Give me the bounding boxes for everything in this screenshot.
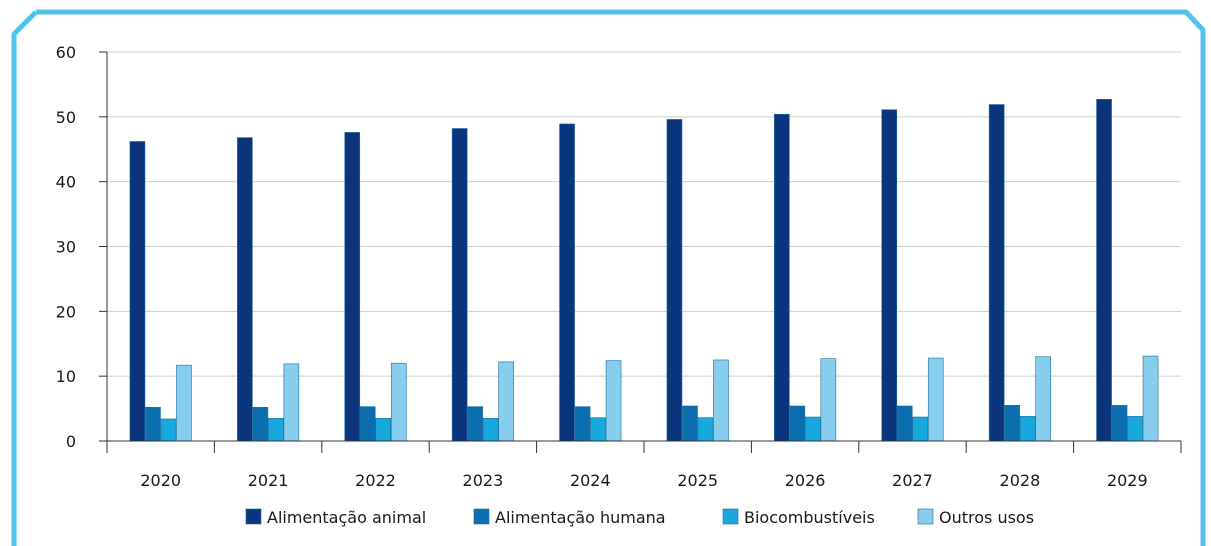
bar-2026-3 xyxy=(805,416,821,442)
bar-2023-2 xyxy=(467,406,483,442)
y-tick-label: 60 xyxy=(56,43,76,62)
legend-label: Biocombustíveis xyxy=(744,508,875,527)
legend-label: Alimentação animal xyxy=(267,508,426,527)
x-tick-label: 2024 xyxy=(570,471,611,490)
bar-2025-2 xyxy=(682,405,698,442)
legend-item: Outros usos xyxy=(917,508,1034,527)
legend-swatch xyxy=(245,508,262,525)
x-tick-label: 2020 xyxy=(140,471,181,490)
y-tick-label: 50 xyxy=(56,108,76,127)
legend-swatch xyxy=(917,508,934,525)
bar-2027-4 xyxy=(927,357,944,442)
y-tick-label: 40 xyxy=(56,173,76,192)
bar-2025-1 xyxy=(666,119,683,442)
bar-2024-3 xyxy=(590,417,606,442)
bar-2020-1 xyxy=(129,141,146,442)
bar-2026-1 xyxy=(774,113,790,442)
bar-2025-4 xyxy=(713,359,729,442)
bar-2028-3 xyxy=(1019,416,1036,442)
grid-lines xyxy=(107,51,1181,377)
bar-2022-3 xyxy=(375,418,392,442)
x-tick-label: 2023 xyxy=(463,471,504,490)
bar-2023-1 xyxy=(451,128,468,442)
bar-2023-4 xyxy=(498,361,514,442)
x-tick-label: 2027 xyxy=(892,471,933,490)
bar-2029-4 xyxy=(1142,355,1159,442)
bar-2021-4 xyxy=(283,363,300,442)
bar-2023-3 xyxy=(482,418,499,442)
bar-2020-4 xyxy=(176,364,192,442)
legend-label: Alimentação humana xyxy=(495,508,666,527)
legend-swatch xyxy=(722,508,739,525)
y-tick-label: 0 xyxy=(66,432,76,451)
bar-2026-4 xyxy=(820,358,837,442)
bar-2025-3 xyxy=(697,417,714,442)
y-tick-label: 30 xyxy=(56,238,76,257)
legend-item: Alimentação animal xyxy=(245,508,426,527)
bar-2021-3 xyxy=(268,418,284,442)
x-axis xyxy=(106,440,1182,453)
frame-border xyxy=(11,9,1206,546)
x-tick-label: 2028 xyxy=(1000,471,1041,490)
bars xyxy=(129,99,1159,442)
x-tick-label: 2022 xyxy=(355,471,396,490)
legend: Alimentação animal Alimentação humana Bioc… xyxy=(245,508,1034,527)
legend-label: Outros usos xyxy=(939,508,1034,527)
legend-swatch xyxy=(473,508,490,525)
bar-2021-2 xyxy=(252,406,269,442)
bar-2022-4 xyxy=(390,362,407,442)
bar-2024-4 xyxy=(605,360,622,442)
x-axis-ticks: 2020 2021 2022 2023 2024 2025 2026 2027 2028 2029 xyxy=(140,471,1147,490)
x-tick-label: 2026 xyxy=(785,471,826,490)
legend-item: Biocombustíveis xyxy=(722,508,875,527)
bar-2021-1 xyxy=(237,137,253,442)
bar-2026-2 xyxy=(789,405,806,442)
bar-2027-1 xyxy=(881,109,898,442)
bar-2028-2 xyxy=(1004,405,1020,442)
y-tick-label: 20 xyxy=(56,302,76,321)
y-axis-ticks: 0 10 20 30 40 50 60 xyxy=(56,43,108,453)
bar-2029-2 xyxy=(1111,405,1128,442)
legend-item: Alimentação humana xyxy=(473,508,666,527)
x-tick-label: 2025 xyxy=(677,471,718,490)
bar-2024-2 xyxy=(574,406,591,442)
bar-2024-1 xyxy=(559,123,575,442)
bar-2020-3 xyxy=(160,418,177,442)
bar-2028-1 xyxy=(988,104,1005,442)
bar-2027-2 xyxy=(896,405,913,442)
bar-2022-1 xyxy=(344,132,361,442)
bar-2022-2 xyxy=(359,406,376,442)
bar-2028-4 xyxy=(1035,356,1051,442)
bar-2020-2 xyxy=(145,406,161,442)
bar-2027-3 xyxy=(912,416,929,442)
bar-2029-3 xyxy=(1127,416,1143,442)
bar-2029-1 xyxy=(1096,99,1112,442)
x-tick-label: 2021 xyxy=(248,471,289,490)
x-tick-label: 2029 xyxy=(1107,471,1148,490)
y-tick-label: 10 xyxy=(56,367,76,386)
